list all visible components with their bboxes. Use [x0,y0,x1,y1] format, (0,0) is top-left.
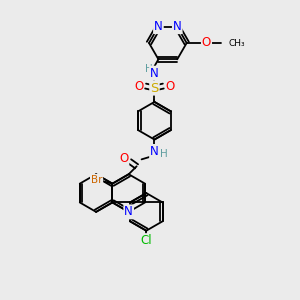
Text: N: N [124,206,133,218]
Text: S: S [150,82,159,94]
Text: CH₃: CH₃ [228,38,245,47]
Text: Br: Br [91,175,102,185]
Text: N: N [150,145,159,158]
Text: O: O [202,37,211,50]
Text: N: N [150,67,159,80]
Text: H: H [145,64,152,74]
Text: O: O [166,80,175,93]
Text: N: N [173,20,182,33]
Text: N: N [154,20,163,33]
Text: O: O [119,152,128,165]
Text: O: O [134,80,143,93]
Text: Cl: Cl [140,234,152,247]
Text: H: H [160,149,168,159]
